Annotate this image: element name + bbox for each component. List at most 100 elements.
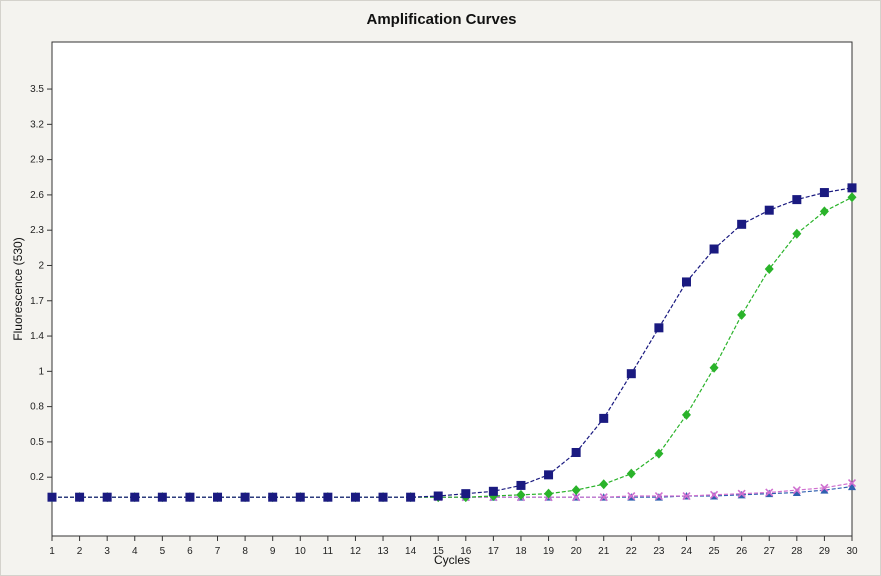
y-tick-label: 2.9 (30, 155, 44, 166)
data-point (47, 492, 57, 502)
y-tick-label: 1.4 (30, 331, 44, 342)
data-point (820, 483, 829, 492)
x-axis-title: Cycles (434, 553, 470, 567)
data-point (737, 489, 746, 498)
data-point (571, 485, 581, 496)
data-point (847, 479, 857, 488)
x-tick-label: 20 (571, 546, 583, 557)
data-point (737, 219, 747, 229)
plot-area (51, 41, 853, 537)
x-tick-label: 15 (433, 546, 445, 557)
chart-title: Amplification Curves (366, 11, 517, 28)
x-tick-label: 9 (270, 546, 276, 557)
data-point (544, 488, 554, 499)
x-tick-label: 11 (323, 546, 334, 557)
data-point (654, 448, 664, 459)
x-tick-label: 19 (543, 546, 555, 557)
data-point (572, 493, 581, 502)
data-point (240, 492, 250, 502)
data-point (213, 492, 223, 502)
x-tick-label: 29 (819, 546, 831, 557)
data-point (102, 492, 112, 502)
y-tick-label: 3.5 (30, 84, 44, 95)
data-point (764, 264, 774, 275)
data-point (654, 323, 664, 333)
data-point (848, 482, 856, 491)
data-point (682, 491, 691, 501)
data-point (765, 488, 774, 497)
y-tick-label: 2.6 (30, 190, 44, 201)
data-point (681, 409, 691, 420)
data-point (710, 490, 719, 499)
data-point (819, 188, 829, 198)
x-tick-label: 30 (846, 546, 858, 557)
x-tick-label: 25 (709, 546, 721, 557)
series-layer (47, 183, 857, 503)
x-tick-label: 14 (405, 546, 417, 557)
x-tick-label: 17 (488, 546, 500, 557)
data-point (626, 468, 636, 479)
x-tick-label: 28 (791, 546, 803, 557)
data-point (130, 492, 140, 502)
data-point (599, 479, 609, 490)
x-tick-label: 21 (598, 546, 610, 557)
data-point (157, 492, 167, 502)
y-tick-label: 0.5 (30, 437, 44, 448)
y-tick-label: 1 (38, 366, 44, 377)
data-point (709, 244, 719, 254)
x-tick-label: 1 (49, 546, 55, 557)
data-point (709, 362, 719, 373)
x-tick-label: 6 (187, 546, 193, 557)
data-point (737, 309, 747, 320)
x-tick-label: 26 (736, 546, 748, 557)
x-tick-label: 24 (681, 546, 693, 557)
data-point (819, 206, 829, 217)
data-point (681, 277, 691, 287)
x-tick-label: 18 (515, 546, 527, 557)
data-point (268, 492, 278, 502)
data-point (516, 489, 526, 500)
y-tick-label: 2.3 (30, 225, 44, 236)
y-tick-label: 0.2 (30, 472, 44, 483)
data-point (571, 447, 581, 457)
data-point (295, 492, 305, 502)
data-point (516, 480, 526, 490)
data-point (406, 492, 416, 502)
axis-ticks: 1 2 3 4 5 6 7 8 9 10 11 12 13 14 15 16 17 18 19 20 21 22 23 24 2… (30, 84, 858, 557)
x-tick-label: 5 (160, 546, 166, 557)
data-point (820, 486, 829, 494)
data-point (792, 488, 801, 496)
data-point (764, 205, 774, 215)
y-tick-label: 3.2 (30, 119, 44, 130)
x-tick-label: 16 (460, 546, 472, 557)
x-tick-label: 7 (215, 546, 221, 557)
x-tick-label: 22 (626, 546, 638, 557)
series-1 (47, 183, 857, 502)
x-tick-label: 3 (104, 546, 110, 557)
data-point (323, 492, 333, 502)
x-tick-label: 8 (242, 546, 248, 557)
data-point (185, 492, 195, 502)
data-point (544, 470, 554, 480)
x-tick-label: 12 (350, 546, 362, 557)
data-point (654, 491, 663, 501)
y-tick-label: 1.7 (30, 296, 44, 307)
x-tick-label: 4 (132, 546, 138, 557)
data-point (75, 492, 85, 502)
x-tick-label: 2 (77, 546, 83, 557)
series-line (52, 187, 853, 498)
data-point (599, 413, 609, 423)
data-point (433, 491, 443, 501)
data-point (847, 183, 857, 193)
data-point (626, 369, 636, 379)
data-point (792, 195, 802, 205)
data-point (488, 486, 498, 496)
data-point (599, 493, 608, 502)
data-point (792, 228, 802, 239)
x-tick-label: 23 (653, 546, 665, 557)
x-tick-label: 10 (295, 546, 307, 557)
data-point (627, 491, 636, 501)
y-axis-title: Fluorescence (530) (11, 237, 25, 340)
data-point (378, 492, 388, 502)
